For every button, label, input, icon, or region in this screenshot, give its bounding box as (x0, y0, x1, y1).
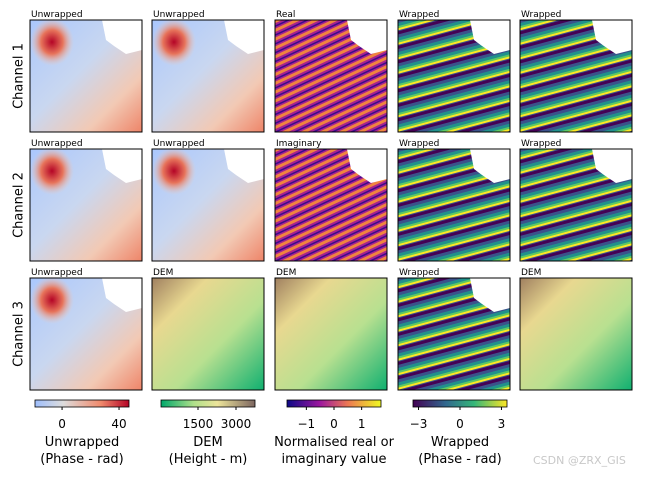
panel: Unwrapped (29, 139, 143, 262)
panel-image (275, 278, 387, 390)
colorbar-sublabel: (Phase - rad) (418, 452, 501, 467)
panel-border (519, 148, 633, 262)
panel: Wrapped (519, 10, 633, 133)
panel-title: Unwrapped (31, 268, 83, 278)
colorbar-sublabel: (Phase - rad) (40, 452, 123, 467)
panel-title: Wrapped (399, 10, 439, 20)
colorbar-tick-label: 0 (330, 417, 338, 431)
colorbar-label: Unwrapped (45, 435, 119, 450)
colorbar-tick-label: 1 (358, 417, 366, 431)
panel-border (274, 19, 388, 133)
colorbar-tick-label: 0 (456, 417, 464, 431)
colorbar-tick-label: 0 (58, 417, 66, 431)
panel-image (520, 278, 632, 390)
panel-title: Wrapped (521, 10, 561, 20)
panel: Wrapped (397, 139, 511, 262)
panel-border (29, 19, 143, 133)
nodata-area (347, 149, 387, 183)
panel-title: Unwrapped (31, 10, 83, 20)
panel: Unwrapped (151, 10, 265, 133)
colorbar (34, 399, 130, 408)
panel-title: Unwrapped (153, 139, 205, 149)
nodata-area (102, 278, 142, 312)
panel-border (29, 148, 143, 262)
panel-border (29, 277, 143, 391)
nodata-area (102, 20, 142, 54)
row-label: Channel 1 (12, 43, 27, 109)
panel-blob (30, 147, 74, 195)
colorbar-tick-label: −1 (298, 417, 316, 431)
row-label: Channel 3 (12, 301, 27, 367)
colorbar (412, 399, 508, 408)
nodata-area (347, 20, 387, 54)
panel-border (397, 19, 511, 133)
panel-blob (152, 18, 196, 66)
panel-title: Wrapped (521, 139, 561, 149)
colorbar (160, 399, 256, 408)
panel: DEM (274, 268, 388, 391)
row-label: Channel 2 (12, 172, 27, 238)
panel-border (274, 277, 388, 391)
nodata-area (224, 149, 264, 183)
panel-border (519, 19, 633, 133)
panel-border (519, 277, 633, 391)
panel-title: DEM (276, 268, 296, 278)
panel-title: DEM (153, 268, 173, 278)
panel-border (274, 148, 388, 262)
panel: Real (274, 10, 388, 133)
colorbar-sublabel: imaginary value (282, 452, 387, 467)
colorbar-tick-label: 40 (111, 417, 126, 431)
colorbar-tick-label: 3000 (221, 417, 252, 431)
panel: Unwrapped (29, 10, 143, 133)
nodata-area (224, 20, 264, 54)
nodata-area (592, 149, 632, 183)
panel-image (152, 278, 264, 390)
colorbar-label: DEM (193, 435, 222, 450)
panel-border (151, 277, 265, 391)
panel-border (397, 277, 511, 391)
colorbar-sublabel: (Height - m) (169, 452, 248, 467)
nodata-area (102, 149, 142, 183)
panel-title: DEM (521, 268, 541, 278)
panel-blob (152, 147, 196, 195)
panel-border (151, 148, 265, 262)
panel-title: Wrapped (399, 139, 439, 149)
panel-title: Unwrapped (153, 10, 205, 20)
panel: Wrapped (397, 268, 511, 391)
panel: Unwrapped (151, 139, 265, 262)
panel-blob (30, 276, 74, 324)
colorbar (286, 399, 382, 408)
panel: Wrapped (397, 10, 511, 133)
panel-title: Real (276, 10, 295, 20)
panel-border (151, 19, 265, 133)
panel-title: Unwrapped (31, 139, 83, 149)
colorbar-tick-label: 3 (498, 417, 506, 431)
panel: Unwrapped (29, 268, 143, 391)
nodata-area (470, 149, 510, 183)
colorbar-label: Normalised real or (274, 435, 395, 450)
colorbar-label: Wrapped (431, 435, 489, 450)
colorbar-tick-label: −3 (410, 417, 428, 431)
nodata-area (592, 20, 632, 54)
nodata-area (470, 20, 510, 54)
panel-title: Imaginary (276, 139, 322, 149)
panel-title: Wrapped (399, 268, 439, 278)
panel: DEM (151, 268, 265, 391)
watermark: CSDN @ZRX_GIS (533, 454, 626, 467)
panel-blob (30, 18, 74, 66)
colorbar-tick-label: 1500 (183, 417, 214, 431)
panel: DEM (519, 268, 633, 391)
panel: Wrapped (519, 139, 633, 262)
panel-border (397, 148, 511, 262)
panel: Imaginary (274, 139, 388, 262)
nodata-area (470, 278, 510, 312)
